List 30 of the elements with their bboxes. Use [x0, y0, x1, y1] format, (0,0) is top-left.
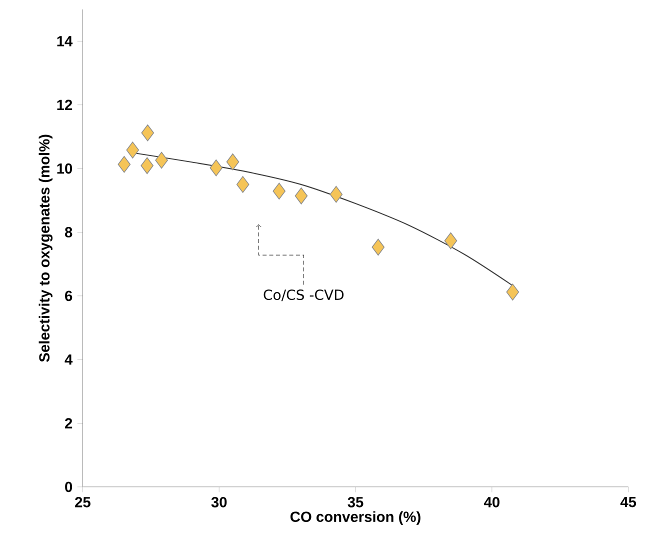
y-tick-label: 14 [57, 36, 73, 46]
x-tick-label: 40 [484, 496, 500, 508]
x-tick-label: 25 [75, 496, 90, 508]
x-axis-title: CO conversion (%) [290, 511, 420, 525]
annotation: Co/CS -CVD [264, 289, 344, 302]
point [210, 159, 223, 176]
y-axis-title: Selectivity to oxygenates (mol%) [38, 134, 53, 362]
point [444, 232, 458, 250]
point [140, 157, 154, 174]
point [155, 152, 168, 169]
y-tick-label: 8 [64, 226, 72, 238]
point [141, 124, 154, 142]
point [118, 156, 131, 173]
x-tick-label: 30 [211, 496, 227, 508]
y-tick-label: 12 [57, 100, 72, 110]
y-tick-label: 4 [64, 354, 73, 364]
point [272, 182, 286, 200]
x-tick-label: 45 [620, 496, 636, 508]
point [294, 187, 308, 204]
point [126, 142, 140, 158]
point [372, 238, 385, 256]
y-tick-label: 0 [65, 482, 72, 492]
y-tick-label: 6 [65, 290, 72, 301]
point [226, 153, 240, 170]
x-tick-label: 35 [348, 496, 364, 508]
y-tick-label: 2 [65, 418, 72, 428]
point [506, 284, 520, 300]
point [236, 176, 250, 193]
point [330, 186, 343, 203]
y-tick-label: 10 [57, 163, 72, 174]
